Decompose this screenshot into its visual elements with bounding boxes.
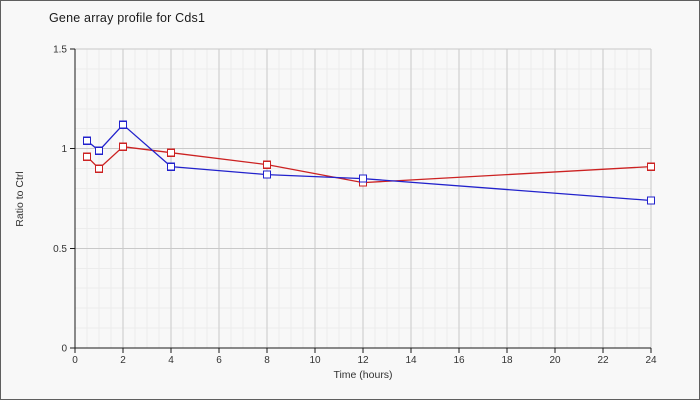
x-tick-label: 8 [264,355,270,366]
x-tick-label: 24 [645,355,657,366]
x-tick-label: 0 [72,355,78,366]
red-series-marker [646,162,656,171]
y-tick-label: 0 [61,344,67,355]
x-tick-label: 10 [309,355,321,366]
axes [70,48,652,353]
red-series-marker [118,142,128,151]
blue-series-marker [262,170,272,179]
x-tick-label: 2 [120,355,126,366]
x-tick-label: 16 [453,355,465,366]
red-series-marker [166,148,176,157]
x-tick-label: 18 [501,355,513,366]
x-tick-label: 20 [549,355,561,366]
red-series-marker [94,164,104,173]
red-series-marker [262,160,272,169]
red-series-marker [82,152,92,161]
y-tick-label: 1.5 [53,45,67,56]
x-tick-label: 4 [168,355,174,366]
chart-title: Gene array profile for Cds1 [49,11,206,25]
x-tick-label: 12 [357,355,369,366]
x-tick-label: 22 [597,355,609,366]
blue-series-marker [118,120,128,129]
blue-series-marker [646,196,656,205]
x-tick-label: 6 [216,355,222,366]
x-axis-label: Time (hours) [333,369,393,381]
blue-series [82,120,656,205]
y-tick-label: 0.5 [53,244,67,255]
blue-series-marker [82,136,92,145]
blue-series-marker [358,174,368,183]
y-tick-label: 1 [61,144,67,155]
blue-series-marker [94,146,104,155]
major-gridlines [75,48,652,348]
blue-series-marker [166,162,176,171]
x-tick-label: 14 [405,355,417,366]
